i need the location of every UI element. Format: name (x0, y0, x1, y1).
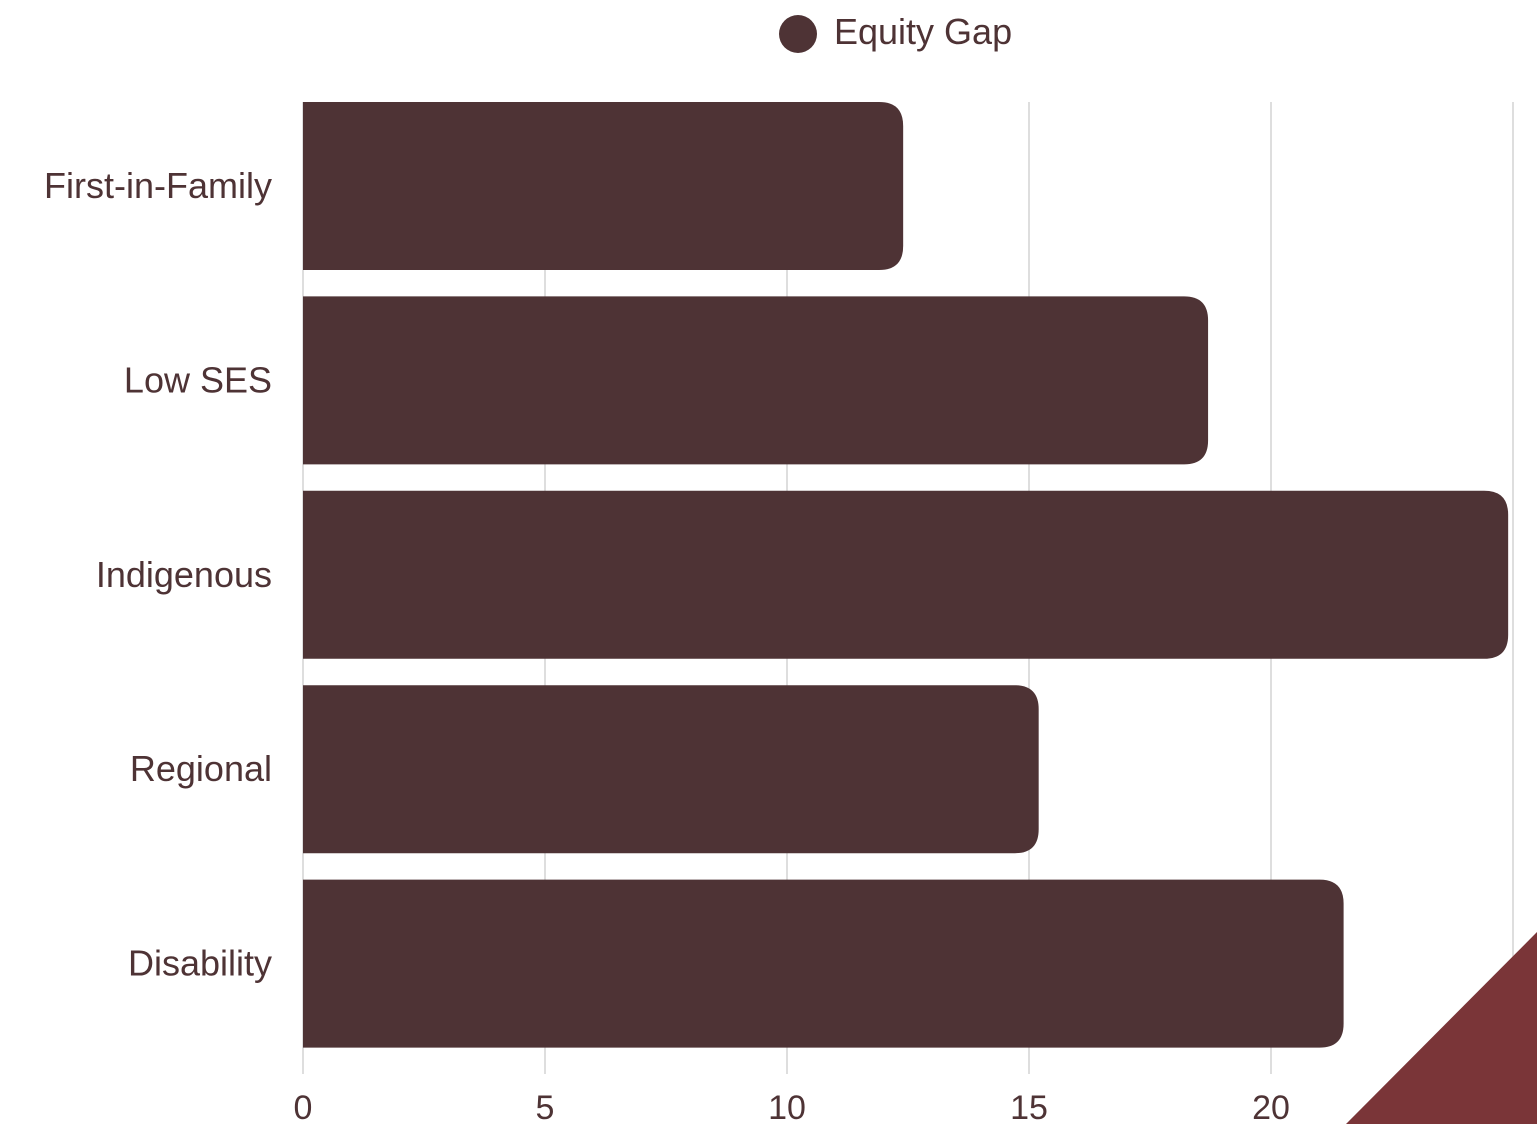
category-label: Disability (128, 943, 272, 984)
x-tick-label: 20 (1252, 1089, 1290, 1124)
x-tick-label: 15 (1010, 1089, 1048, 1124)
bar[interactable] (303, 685, 1039, 854)
x-tick-label: 10 (768, 1089, 806, 1124)
category-label: First-in-Family (44, 165, 272, 206)
category-label: Indigenous (96, 554, 272, 595)
x-tick-labels: 0510152025 (294, 1089, 1532, 1124)
category-label: Regional (130, 748, 272, 789)
x-tick-label: 0 (294, 1089, 313, 1124)
bar[interactable] (303, 490, 1509, 659)
bar[interactable] (303, 296, 1209, 465)
bar[interactable] (303, 102, 904, 270)
category-labels: First-in-Family Low SES Indigenous Regional… (44, 165, 272, 984)
x-tick-label: 5 (536, 1089, 555, 1124)
category-label: Low SES (124, 359, 272, 400)
legend-label: Equity Gap (834, 11, 1012, 52)
bar[interactable] (303, 879, 1344, 1048)
legend-swatch (779, 15, 817, 53)
corner-accent-shape (1346, 932, 1537, 1124)
bars (303, 102, 1509, 1048)
legend[interactable]: Equity Gap (779, 11, 1012, 53)
